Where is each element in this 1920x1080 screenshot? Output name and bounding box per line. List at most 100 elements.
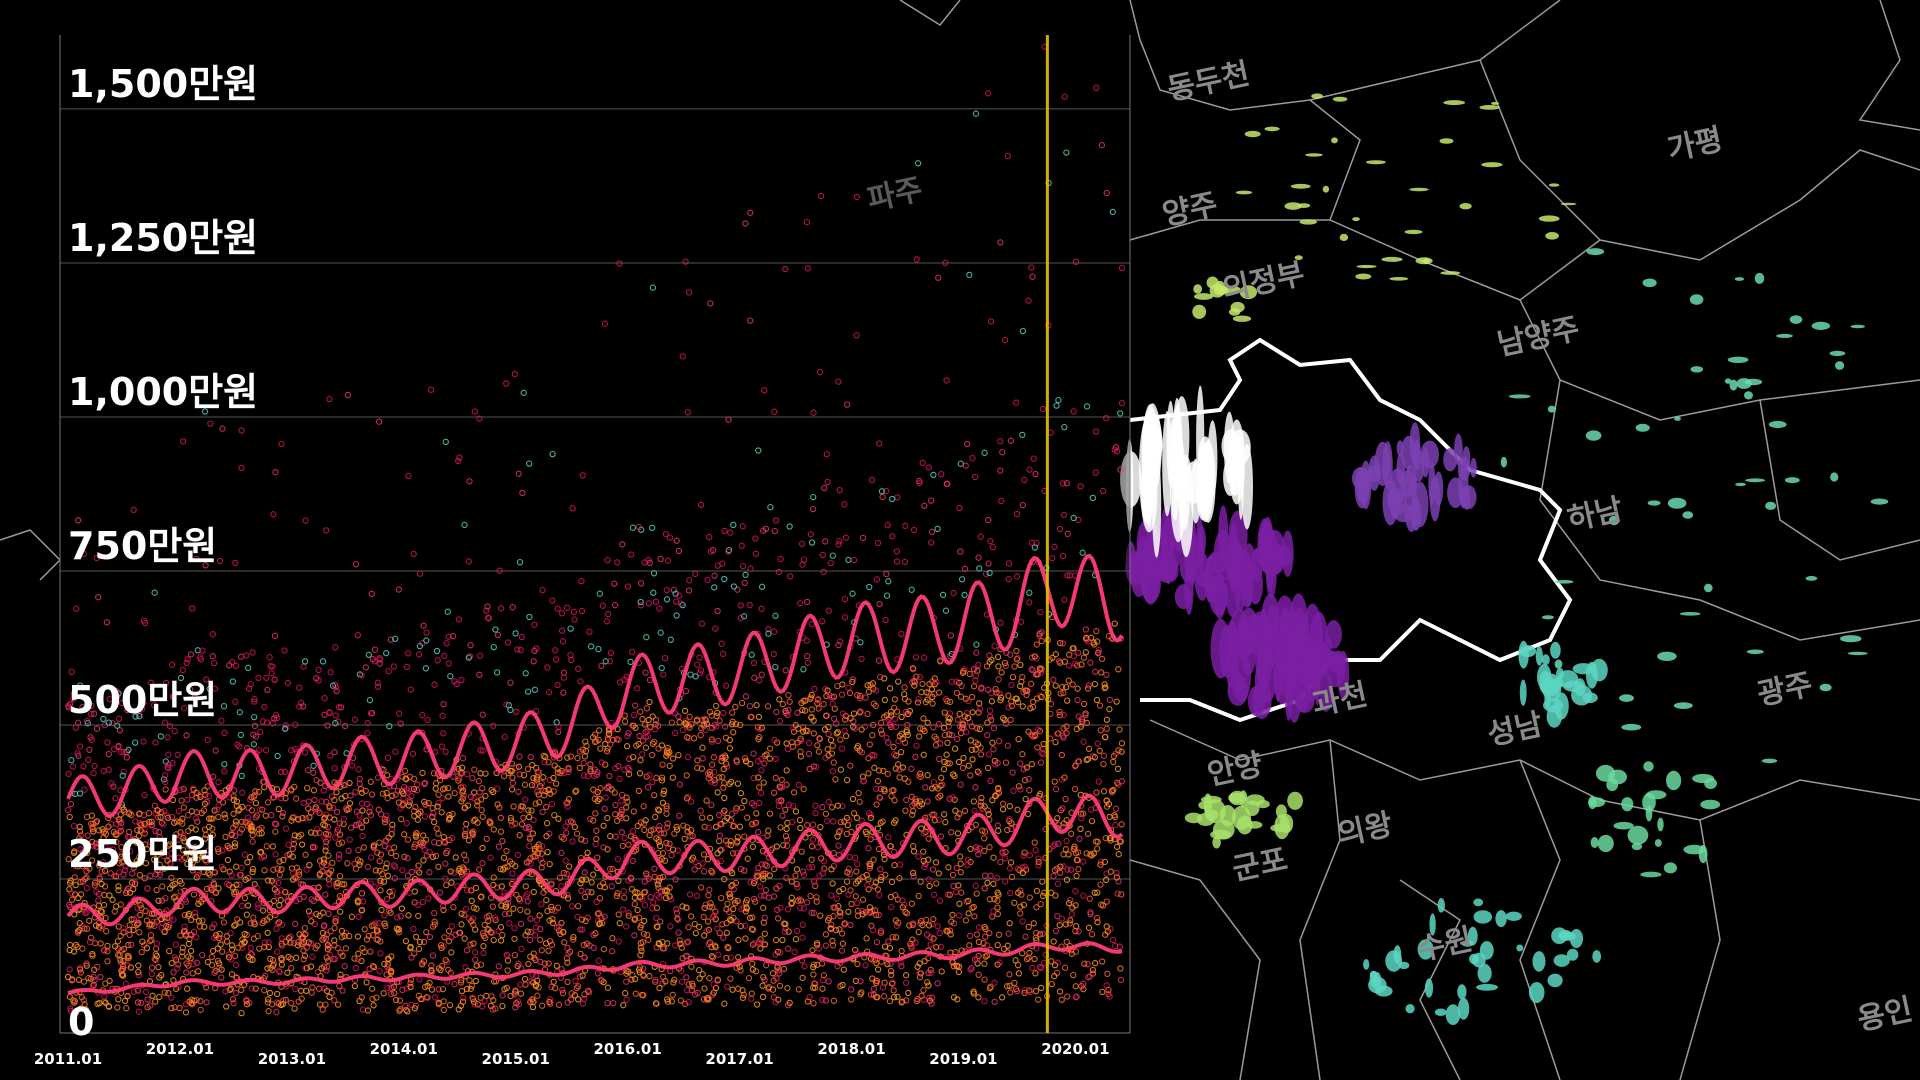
map-price-bar — [1219, 805, 1236, 827]
data-point — [558, 610, 566, 617]
data-point — [548, 800, 556, 808]
data-point — [567, 818, 575, 825]
map-price-bar — [1746, 649, 1764, 655]
data-point — [271, 676, 278, 683]
data-point — [107, 870, 114, 877]
data-point — [854, 960, 861, 968]
data-point — [1091, 889, 1098, 896]
map-price-bar — [1299, 219, 1318, 225]
map-price-bar — [1232, 315, 1252, 322]
data-point — [1028, 264, 1035, 271]
data-point — [934, 980, 941, 987]
data-point — [1103, 671, 1110, 678]
data-point — [554, 681, 561, 689]
map-price-bar — [1375, 985, 1393, 997]
data-point — [221, 761, 228, 768]
data-point — [366, 808, 373, 816]
data-point — [758, 671, 765, 678]
data-point — [197, 998, 204, 1005]
data-point — [1032, 970, 1039, 977]
map-price-bar — [1635, 423, 1650, 432]
data-point — [863, 830, 870, 838]
data-point — [750, 879, 758, 887]
data-point — [602, 658, 609, 665]
data-point — [813, 894, 820, 901]
data-point — [903, 796, 910, 804]
data-point — [544, 848, 551, 856]
data-point — [445, 927, 453, 935]
map-price-bar — [1619, 694, 1634, 702]
data-point — [552, 647, 559, 654]
data-point — [178, 797, 185, 804]
data-point — [346, 800, 354, 807]
data-point — [281, 888, 289, 896]
data-point — [681, 707, 689, 715]
data-point — [570, 936, 577, 943]
data-point — [857, 978, 864, 985]
data-point — [808, 909, 815, 916]
data-point — [859, 873, 867, 881]
data-point — [162, 786, 169, 793]
data-point — [666, 534, 674, 541]
data-point — [891, 696, 899, 703]
data-point — [985, 751, 993, 758]
data-point — [691, 991, 699, 998]
data-point — [384, 984, 391, 992]
data-point — [559, 990, 567, 997]
data-point — [1060, 863, 1067, 870]
data-point — [835, 378, 842, 385]
map-price-bars — [1120, 93, 1889, 1025]
data-point — [1060, 689, 1067, 697]
data-point — [1058, 996, 1065, 1003]
data-point — [700, 868, 708, 875]
data-point — [993, 689, 1000, 696]
map-price-bar — [1423, 258, 1430, 265]
data-point — [215, 848, 222, 855]
map-price-bar — [1590, 837, 1599, 848]
data-point — [590, 772, 598, 780]
plot-backdrop — [60, 35, 1130, 1033]
map-price-bar — [1174, 584, 1192, 610]
data-point — [969, 756, 976, 763]
data-point — [758, 767, 765, 774]
data-point — [742, 571, 749, 579]
data-point — [440, 998, 447, 1005]
data-point — [391, 990, 398, 997]
data-point — [420, 622, 427, 629]
data-point — [650, 570, 658, 577]
data-point — [194, 871, 202, 879]
data-point — [594, 970, 601, 977]
map-price-bar — [1413, 450, 1425, 482]
data-point — [737, 721, 744, 729]
data-point — [65, 770, 72, 778]
data-point — [915, 695, 922, 703]
data-point — [323, 954, 330, 961]
map-price-bar — [1294, 255, 1303, 261]
data-point — [956, 900, 963, 907]
data-point — [756, 784, 763, 791]
data-point — [238, 1009, 245, 1017]
map-price-bar — [1689, 294, 1704, 305]
data-point — [1059, 805, 1066, 812]
data-point — [1080, 858, 1087, 865]
data-point — [490, 936, 497, 944]
data-point — [580, 941, 587, 949]
data-point — [623, 804, 630, 811]
data-point — [501, 733, 508, 741]
data-point — [1020, 766, 1027, 773]
data-point — [367, 948, 374, 955]
data-point — [832, 776, 839, 783]
data-point — [686, 891, 694, 898]
data-point — [810, 493, 817, 501]
data-point — [179, 944, 186, 951]
data-point — [1035, 726, 1042, 733]
data-point — [467, 642, 474, 649]
data-point — [1030, 920, 1037, 927]
data-point — [1019, 703, 1026, 710]
data-point — [910, 872, 917, 880]
data-point — [677, 940, 684, 947]
data-point — [608, 883, 615, 890]
data-point — [723, 929, 730, 936]
data-point — [141, 826, 148, 833]
